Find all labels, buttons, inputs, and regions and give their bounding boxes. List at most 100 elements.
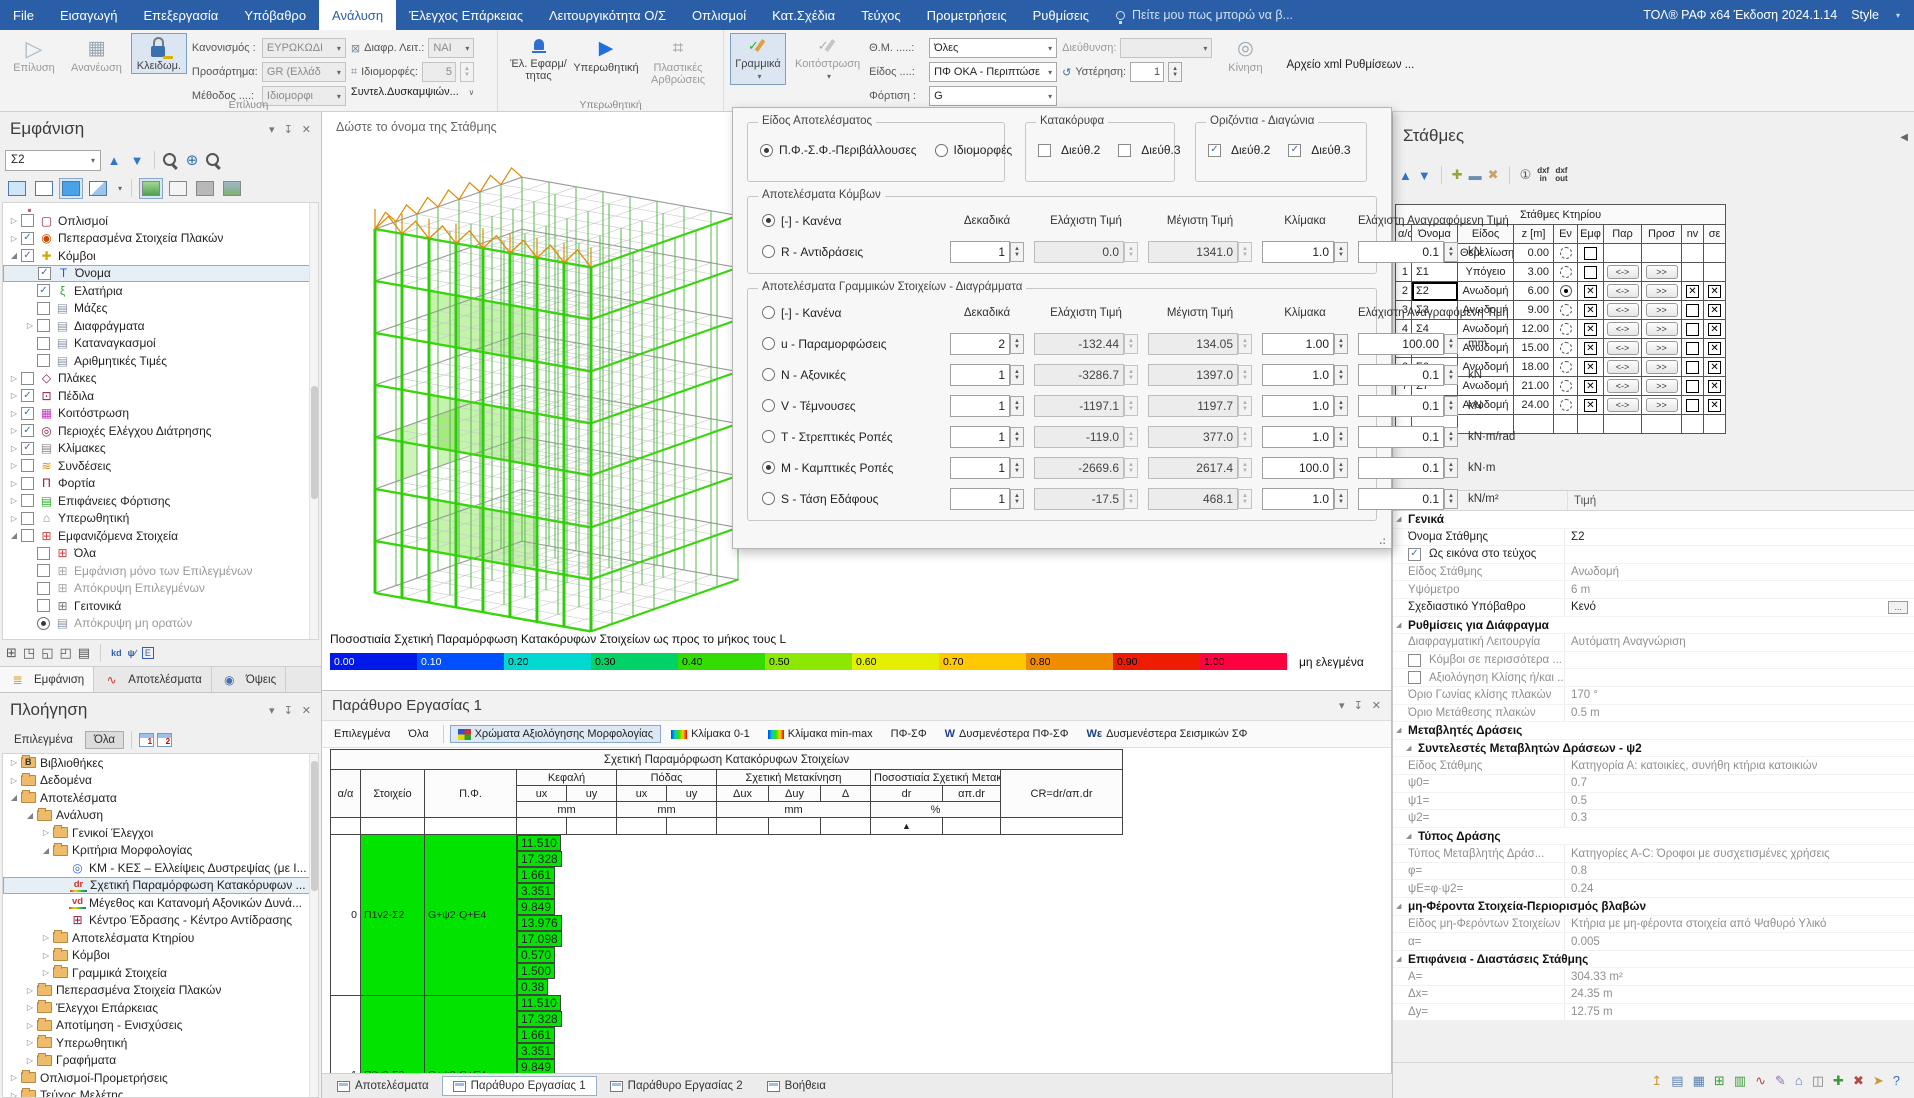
show-checkbox[interactable] <box>1584 266 1597 279</box>
expander-icon[interactable]: ▷ <box>23 1021 37 1030</box>
collapse-panel-icon[interactable]: ↥ <box>1651 1073 1662 1089</box>
max-value-input[interactable]: 377.0▲▼ <box>1148 426 1252 448</box>
property-row[interactable]: ◢Γενικά <box>1393 511 1914 529</box>
display-tree-item[interactable]: ◢⊞Εμφανιζόμενα Στοιχεία <box>3 527 318 545</box>
level-z-cell[interactable]: 6.00 <box>1514 282 1554 301</box>
panel-menu-icon[interactable]: ▾ <box>1339 699 1345 712</box>
expander-icon[interactable]: ◢ <box>7 531 21 540</box>
show-checkbox[interactable]: ✕ <box>1584 304 1597 317</box>
select-rect-icon[interactable]: ◳ <box>23 645 35 661</box>
visibility-checkbox[interactable]: ✓ <box>37 284 50 297</box>
view-wire-icon[interactable] <box>5 178 29 199</box>
navigation-tree-item[interactable]: ▷BΒιβλιοθήκες <box>3 754 318 772</box>
kind-select[interactable]: ΠΦ ΟΚΑ - Περιπτώσε▾ <box>929 62 1057 82</box>
scale-input[interactable]: 100.0▲▼ <box>1262 457 1348 479</box>
display-tree-item[interactable]: ▷▤Επιφάνειες Φόρτισης <box>3 492 318 510</box>
slab-results-button[interactable]: ✓ Κοιτόστρωση ▾ <box>791 33 864 85</box>
property-row[interactable]: ◢Μεταβλητές Δράσεις <box>1393 722 1914 740</box>
expand-icon[interactable]: ◢ <box>1406 744 1418 752</box>
property-checkbox[interactable]: ✓ <box>1408 548 1421 561</box>
show-checkbox[interactable]: ✕ <box>1584 361 1597 374</box>
max-value-input[interactable]: 468.1▲▼ <box>1148 488 1252 510</box>
work-tool-button[interactable]: WεΔυσμενέστερα Σεισμικών ΣΦ <box>1079 725 1256 743</box>
nv-checkbox[interactable] <box>1686 304 1699 317</box>
xml-settings-button[interactable]: Αρχείο xml Ρυθμίσεων ... <box>1278 53 1422 77</box>
property-row[interactable]: Όριο Γωνίας κλίσης πλακών170 ° <box>1393 687 1914 705</box>
display-tree-item[interactable]: ▷≋Συνδέσεις <box>3 457 318 475</box>
panel-menu-icon[interactable]: ▾ <box>269 704 275 717</box>
expander-icon[interactable]: ▷ <box>7 234 21 243</box>
visibility-checkbox[interactable] <box>21 459 34 472</box>
visibility-checkbox[interactable]: ✓ <box>21 389 34 402</box>
property-row[interactable]: Είδος ΣτάθμηςΑνωδομή <box>1393 564 1914 582</box>
decimals-input[interactable]: 1▲▼ <box>950 426 1024 448</box>
scale-input[interactable]: 1.0▲▼ <box>1262 364 1348 386</box>
result-type-radio[interactable]: V - Τέμνουσες <box>762 399 940 413</box>
vertical-direction-checkbox[interactable]: Διεύθ.2 <box>1038 143 1100 157</box>
windows-icon[interactable]: ◫ <box>1812 1073 1824 1089</box>
result-type-radio[interactable]: R - Αντιδράσεις <box>762 245 940 259</box>
decimals-input[interactable]: 1▲▼ <box>950 364 1024 386</box>
collapse-dock-icon[interactable]: ◀ <box>1900 132 1908 143</box>
level-type-cell[interactable]: Ανωδομή <box>1458 282 1514 301</box>
close-icon[interactable]: ✕ <box>302 704 311 717</box>
result-kind-option[interactable]: Ιδιομορφές <box>935 143 1013 157</box>
navigation-tree-item[interactable]: vdΜέγεθος και Κατανομή Αξονικών Δυνά... <box>3 894 318 912</box>
modes-input[interactable]: 5 <box>422 62 456 82</box>
level-type-cell[interactable]: Ανωδομή <box>1458 377 1514 396</box>
expander-icon[interactable]: ▷ <box>7 1073 21 1082</box>
model-icon[interactable]: ⌂ <box>1795 1073 1803 1088</box>
close-icon[interactable]: ✕ <box>302 123 311 136</box>
pros-button[interactable]: >> <box>1646 265 1678 279</box>
result-type-radio[interactable]: M - Καμπτικές Ροπές <box>762 461 940 475</box>
run-icon[interactable]: ➤ <box>1873 1073 1884 1089</box>
visibility-checkbox[interactable]: ✓ <box>21 442 34 455</box>
column-header[interactable]: Δux <box>717 786 769 802</box>
par-button[interactable]: <-> <box>1607 284 1639 298</box>
solve-button[interactable]: ▷ Επίλυση <box>6 33 62 76</box>
panel-tab[interactable]: ◉Όψεις <box>212 667 286 692</box>
menu-item[interactable]: Επεξεργασία <box>130 0 231 30</box>
expander-icon[interactable]: ▷ <box>23 1038 37 1047</box>
stiffness-button[interactable]: Συντελ.Δυσκαμψιών... <box>351 86 459 98</box>
expander-icon[interactable]: ▷ <box>7 758 21 767</box>
result-kind-option[interactable]: Π.Φ.-Σ.Φ.-Περιβάλλουσες <box>760 143 917 157</box>
display-tree-item[interactable]: ⊞Απόκρυψη Επιλεγμένων <box>3 580 318 598</box>
property-value[interactable]: 0.005 <box>1564 933 1914 950</box>
par-button[interactable]: <-> <box>1607 265 1639 279</box>
property-row[interactable]: Υψόμετρο6 m <box>1393 581 1914 599</box>
column-header[interactable]: Παρ <box>1604 225 1642 244</box>
select-append-icon[interactable]: ⊞ <box>6 645 17 661</box>
menu-item[interactable]: Τεύχος <box>848 0 913 30</box>
min-value-input[interactable]: 0.0▲▼ <box>1034 241 1138 263</box>
result-type-radio[interactable]: T - Στρεπτικές Ροπές <box>762 430 940 444</box>
property-value[interactable]: Κατηγορία Α: κατοικίες, συνήθη κτήρια κα… <box>1564 757 1914 774</box>
display-tree-item[interactable]: ▷⌂Υπερωθητική <box>3 510 318 528</box>
enabled-radio[interactable] <box>1560 380 1572 392</box>
min-value-input[interactable]: -2669.6▲▼ <box>1034 457 1138 479</box>
sheet-icon[interactable]: ▥ <box>1734 1073 1746 1089</box>
pros-button[interactable]: >> <box>1646 284 1678 298</box>
linear-results-button[interactable]: ✓ Γραμμικά ▾ <box>730 33 786 85</box>
move-down-icon[interactable]: ▼ <box>1418 168 1431 183</box>
zoom-window-icon[interactable] <box>162 152 179 169</box>
decimals-input[interactable]: 1▲▼ <box>950 241 1024 263</box>
all-filter-button[interactable]: Όλα <box>85 731 124 749</box>
menu-item[interactable]: Προμετρήσεις <box>914 0 1020 30</box>
column-header[interactable]: Προσ <box>1642 225 1682 244</box>
property-row[interactable]: Τύπος Μεταβλητής Δράσ...Κατηγορίες Α-C: … <box>1393 845 1914 863</box>
load-select[interactable]: G▾ <box>929 86 1057 106</box>
visibility-checkbox[interactable] <box>37 337 50 350</box>
property-row[interactable]: ψ1=0.5 <box>1393 793 1914 811</box>
menu-item[interactable]: Υπόβαθρο <box>231 0 319 30</box>
expander-icon[interactable]: ▷ <box>7 461 21 470</box>
visibility-checkbox[interactable] <box>37 302 50 315</box>
navigation-tree-item[interactable]: ⊞Κέντρο Έδρασης - Κέντρο Αντίδρασης <box>3 912 318 930</box>
display-tree-item[interactable]: ▷✓⊡Πέδιλα <box>3 387 318 405</box>
se-checkbox[interactable]: ✕ <box>1708 399 1721 412</box>
property-value[interactable]: Ανωδομή <box>1564 564 1914 581</box>
par-button[interactable]: <-> <box>1607 303 1639 317</box>
level-name-cell[interactable]: Σ2 <box>1412 282 1458 301</box>
expander-icon[interactable]: ▷ <box>39 968 53 977</box>
work-tool-button[interactable]: Κλίμακα min-max <box>760 725 881 743</box>
